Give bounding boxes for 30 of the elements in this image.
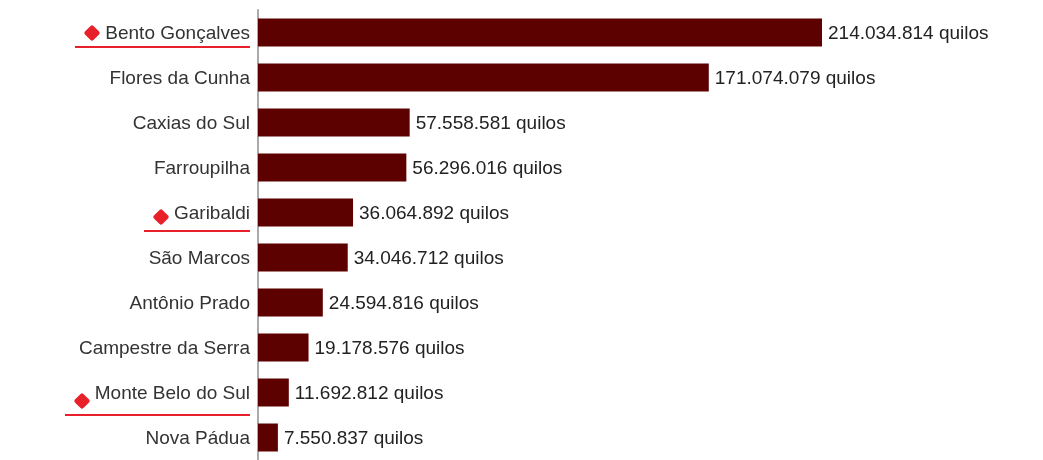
y-tick-label: Flores da Cunha	[109, 67, 251, 88]
y-tick-label: Nova Pádua	[145, 427, 251, 448]
data-label: 19.178.576 quilos	[314, 337, 465, 358]
y-tick-label: Farroupilha	[153, 157, 251, 178]
data-label: 56.296.016 quilos	[412, 157, 563, 178]
y-tick-label: Antônio Prado	[129, 292, 250, 313]
bar	[258, 423, 278, 452]
bar	[258, 108, 410, 137]
bar	[258, 153, 407, 182]
data-label: 214.034.814 quilos	[828, 22, 989, 43]
data-label: 7.550.837 quilos	[283, 427, 424, 448]
data-label: 11.692.812 quilos	[294, 382, 444, 403]
bar	[258, 63, 709, 92]
bar	[258, 288, 323, 317]
y-tick-label: Monte Belo do Sul	[94, 382, 250, 403]
y-tick-label: Garibaldi	[173, 202, 250, 223]
bar	[258, 18, 822, 47]
y-tick-label: Caxias do Sul	[132, 112, 250, 133]
bar	[258, 378, 289, 407]
data-label: 24.594.816 quilos	[328, 292, 479, 313]
data-label: 34.046.712 quilos	[353, 247, 504, 268]
y-tick-label: São Marcos	[148, 247, 250, 268]
bar	[258, 243, 348, 272]
data-label: 36.064.892 quilos	[359, 202, 510, 223]
data-label: 57.558.581 quilos	[415, 112, 566, 133]
y-tick-label: Campestre da Serra	[78, 337, 251, 358]
bar	[258, 333, 309, 362]
bar	[258, 198, 354, 227]
y-tick-label: Bento Gonçalves	[105, 22, 250, 43]
data-label: 171.074.079 quilos	[714, 67, 876, 88]
